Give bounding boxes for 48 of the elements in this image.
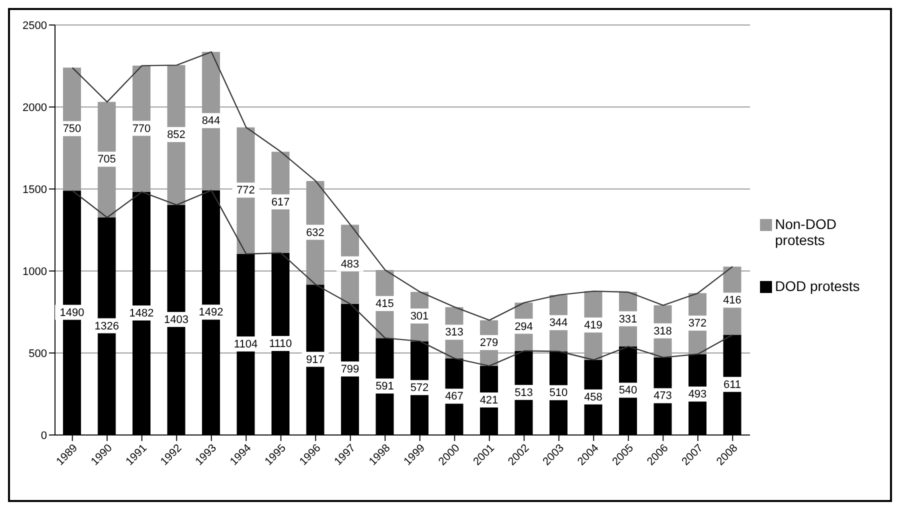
data-label: 416 <box>723 294 742 307</box>
y-tick-label: 1500 <box>22 184 47 196</box>
data-label: 1326 <box>94 320 119 332</box>
data-label: 1403 <box>164 314 188 326</box>
data-label: 458 <box>584 391 602 404</box>
y-tick-label: 2000 <box>22 102 47 114</box>
legend-label: DOD protests <box>775 278 860 294</box>
legend-label: Non-DOD protests <box>775 216 838 248</box>
data-label: 852 <box>167 129 186 142</box>
data-label: 770 <box>132 122 151 135</box>
y-tick-label: 1000 <box>22 266 47 278</box>
data-label: 1104 <box>234 338 258 350</box>
data-label: 493 <box>688 388 707 401</box>
data-label: 1110 <box>269 338 292 350</box>
data-label: 591 <box>376 380 394 393</box>
data-label: 799 <box>340 363 360 376</box>
data-label: 483 <box>340 258 360 270</box>
y-tick-label: 0 <box>40 430 47 442</box>
data-label: 632 <box>306 226 324 239</box>
data-label: 294 <box>514 320 533 333</box>
data-label: 917 <box>306 354 324 366</box>
data-label: 467 <box>445 390 464 403</box>
data-label: 510 <box>549 387 568 400</box>
data-label: 419 <box>584 320 602 332</box>
data-label: 313 <box>445 326 464 339</box>
data-label: 331 <box>618 313 638 326</box>
data-label: 344 <box>549 317 568 330</box>
data-label: 301 <box>410 310 429 323</box>
data-label: 617 <box>271 196 290 208</box>
data-label: 1492 <box>198 306 224 319</box>
data-label: 572 <box>410 382 429 394</box>
data-label: 540 <box>618 384 638 397</box>
data-label: 1482 <box>129 307 154 320</box>
data-label: 473 <box>654 390 672 402</box>
data-label: 415 <box>376 298 394 310</box>
data-label: 611 <box>723 378 742 391</box>
data-label: 750 <box>62 123 82 136</box>
data-label: 513 <box>514 386 533 399</box>
data-label: 844 <box>202 115 220 128</box>
y-tick-label: 500 <box>28 348 47 360</box>
data-label: 705 <box>98 154 116 166</box>
data-label: 318 <box>654 325 672 338</box>
data-label: 772 <box>236 184 255 197</box>
data-label: 279 <box>480 337 498 350</box>
y-tick-label: 2500 <box>22 20 47 32</box>
data-label: 421 <box>480 394 498 406</box>
data-label: 372 <box>688 318 707 330</box>
data-label: 1490 <box>60 306 84 319</box>
